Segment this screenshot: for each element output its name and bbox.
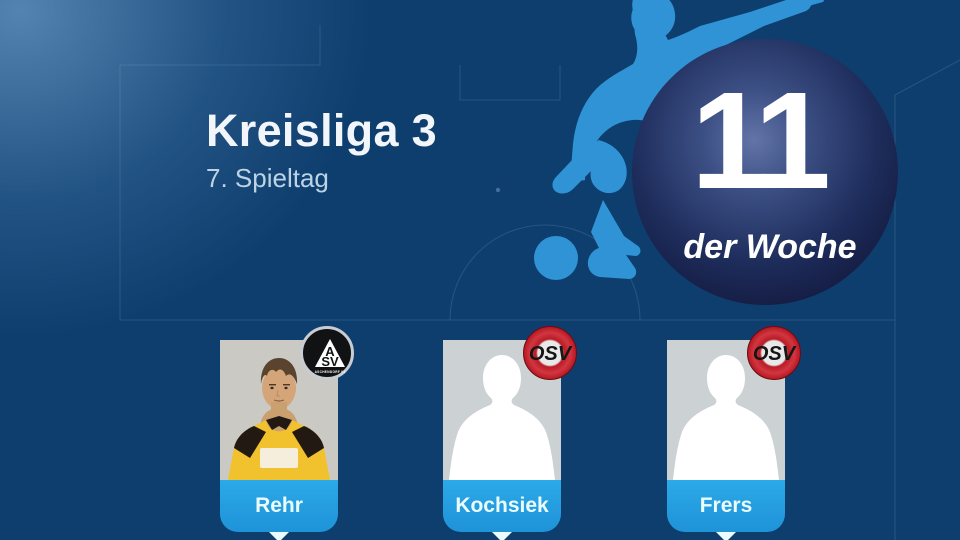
svg-text:ASCHENDORF 01: ASCHENDORF 01 xyxy=(315,370,346,374)
svg-text:SV: SV xyxy=(321,354,339,369)
svg-text:OSV: OSV xyxy=(529,343,573,365)
svg-text:OSV: OSV xyxy=(753,343,797,365)
